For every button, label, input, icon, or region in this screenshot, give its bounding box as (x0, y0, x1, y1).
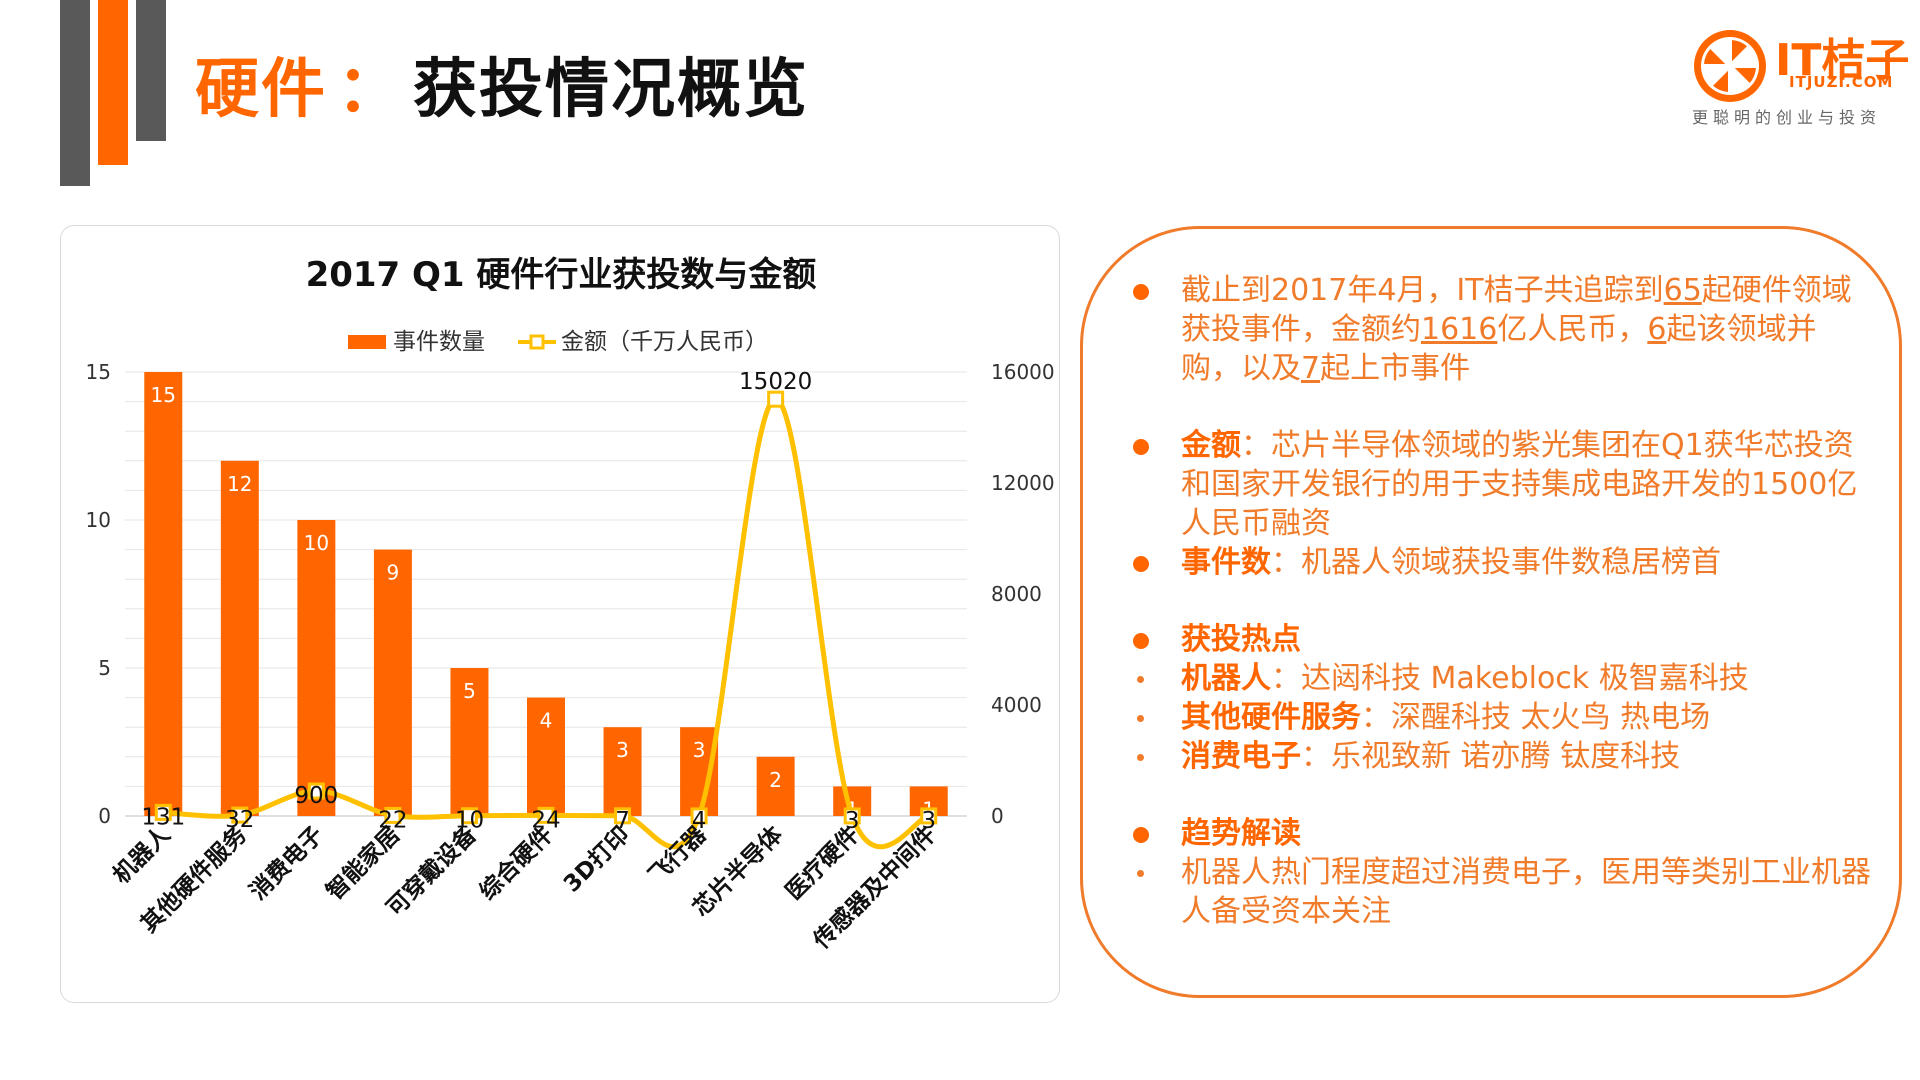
stat-amount: 1616 (1421, 312, 1498, 347)
title-main: 获投情况概览 (413, 53, 809, 127)
hotspot-robot: 机器人：达闼科技 Makeblock 极智嘉科技 (1133, 659, 1873, 698)
orange-slice-icon (1694, 30, 1766, 102)
sub-bullet-icon (1137, 676, 1144, 683)
y-left-tick-label: 0 (98, 804, 111, 828)
deco-bar-gray-1 (60, 0, 90, 186)
bullet-dot-icon (1133, 439, 1149, 455)
summary-panel: 截止到2017年4月，IT桔子共追踪到65起硬件领域获投事件，金额约1616亿人… (1080, 226, 1902, 998)
bar-value-label: 10 (304, 531, 329, 555)
y-left-tick-label: 5 (98, 656, 111, 680)
stat-ipo: 7 (1301, 351, 1321, 386)
line-value-label: 24 (531, 807, 560, 833)
x-category-label: 3D打印 (558, 821, 634, 897)
sub-bullet-icon (1137, 870, 1144, 877)
line-point (154, 803, 172, 821)
bar-value-label: 4 (540, 709, 553, 733)
line-point (460, 807, 478, 825)
bar (297, 520, 336, 816)
line-point (920, 807, 938, 825)
deco-bar-orange (98, 0, 128, 165)
line-point (231, 806, 249, 824)
bullet-trend: 趋势解读 (1133, 814, 1873, 853)
x-category-label: 机器人 (108, 821, 176, 889)
legend-line-marker (529, 334, 545, 350)
logo-domain: ITJUZI.COM (1789, 73, 1894, 91)
y-right-tick-label: 4000 (991, 693, 1042, 717)
bar-value-label: 3 (693, 738, 706, 762)
stat-mna: 6 (1647, 312, 1667, 347)
x-category-label: 飞行器 (643, 820, 712, 889)
y-left-tick-label: 10 (86, 508, 111, 532)
chart-legend: 事件数量 金额（千万人民币） (348, 329, 768, 355)
line-value-label: 3 (921, 808, 936, 834)
hotspot-other-hardware: 其他硬件服务：深醒科技 太火鸟 热电场 (1133, 698, 1873, 737)
y-right-tick-label: 8000 (991, 582, 1042, 606)
line-value-label: 4 (692, 808, 707, 834)
y-left-tick-label: 15 (86, 360, 111, 384)
stat-event-count: 65 (1663, 273, 1702, 308)
x-category-label: 消费电子 (245, 822, 328, 905)
summary-bullets: 截止到2017年4月，IT桔子共追踪到65起硬件领域获投事件，金额约1616亿人… (1133, 271, 1873, 931)
bullet-amount: 金额：芯片半导体领域的紫光集团在Q1获华芯投资和国家开发银行的用于支持集成电路开… (1133, 426, 1873, 543)
legend-line-label: 金额（千万人民币） (561, 329, 768, 355)
bar (220, 460, 259, 816)
line-point (767, 390, 785, 408)
bullet-dot-icon (1133, 284, 1149, 300)
page-title: 硬件：获投情况概览 (195, 38, 809, 130)
legend-bar-label: 事件数量 (393, 329, 485, 355)
deco-bar-gray-2 (136, 0, 166, 141)
line-point (614, 807, 632, 825)
bullet-overview: 截止到2017年4月，IT桔子共追踪到65起硬件领域获投事件，金额约1616亿人… (1133, 271, 1873, 388)
y-right-tick-label: 16000 (991, 360, 1055, 384)
line-point (384, 806, 402, 824)
bar-value-label: 15 (151, 383, 176, 407)
line-value-label: 22 (378, 807, 407, 833)
y-right-tick-label: 12000 (991, 471, 1055, 495)
logo-slogan: 更聪明的创业与投资 (1692, 108, 1882, 127)
line-value-label: 15020 (739, 369, 812, 395)
chart-panel: 2017 Q1 硬件行业获投数与金额 事件数量 金额（千万人民币） 0 5 10 15… (60, 225, 1060, 1003)
bar-value-label: 5 (463, 679, 476, 703)
bar (756, 756, 795, 816)
bar-value-label: 2 (769, 768, 782, 792)
chart-title: 2017 Q1 硬件行业获投数与金额 (306, 255, 817, 295)
x-category-label: 综合硬件 (474, 821, 558, 905)
line-point (843, 807, 861, 825)
bar-value-label: 3 (616, 738, 629, 762)
line-point (537, 806, 555, 824)
legend-bar-swatch (348, 335, 386, 349)
bullet-dot-icon (1133, 556, 1149, 572)
bar (527, 697, 565, 816)
line-value-label: 131 (141, 804, 185, 830)
bullet-dot-icon (1133, 827, 1149, 843)
line-value-label: 3 (845, 808, 860, 834)
line-value-label: 7 (615, 808, 630, 834)
brand-logo: IT桔子 ITJUZI.COM 更聪明的创业与投资 (1690, 22, 1909, 132)
line-value-label: 900 (294, 783, 338, 809)
title-accent: 硬件 (195, 53, 327, 127)
bar-value-label: 9 (387, 561, 400, 585)
sub-bullet-icon (1137, 754, 1144, 761)
bar-value-label: 12 (227, 472, 252, 496)
sub-bullet-icon (1137, 715, 1144, 722)
combo-chart: 2017 Q1 硬件行业获投数与金额 事件数量 金额（千万人民币） 0 5 10 15… (86, 255, 1055, 955)
line-point (690, 807, 708, 825)
title-separator: ： (337, 53, 403, 127)
bar (450, 668, 489, 816)
hotspot-consumer-electronics: 消费电子：乐视致新 诺亦腾 钛度科技 (1133, 737, 1873, 776)
line-point (307, 782, 325, 800)
bar (373, 549, 412, 816)
bullet-event-count: 事件数：机器人领域获投事件数稳居榜首 (1133, 543, 1873, 582)
bullet-dot-icon (1133, 633, 1149, 649)
line-value-label: 10 (455, 808, 484, 834)
logo-brand: IT桔子 (1775, 35, 1910, 86)
bar (603, 727, 642, 816)
bullet-hotspots: 获投热点 (1133, 620, 1873, 659)
trend-text: 机器人热门程度超过消费电子，医用等类别工业机器人备受资本关注 (1133, 853, 1873, 931)
plot-area: 0510150400080001200016000151210954332111… (86, 360, 1055, 955)
line-value-label: 32 (225, 807, 254, 833)
y-right-tick-label: 0 (991, 804, 1004, 828)
bar (144, 372, 183, 816)
